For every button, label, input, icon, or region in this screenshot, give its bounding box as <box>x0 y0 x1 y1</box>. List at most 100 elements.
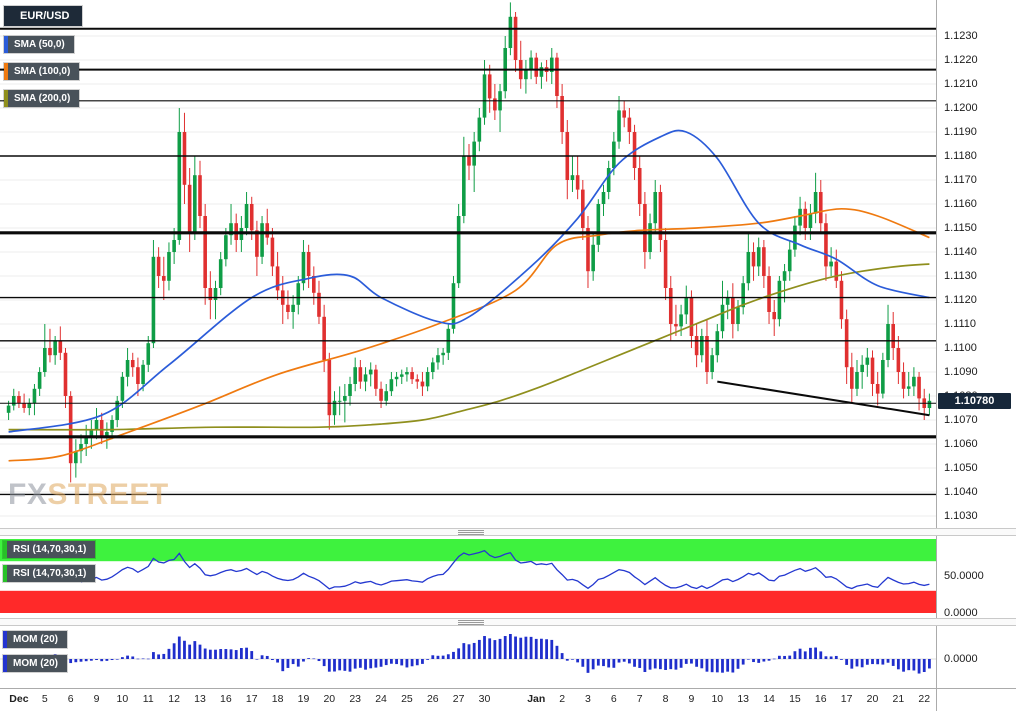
resize-grip-icon[interactable] <box>458 530 484 535</box>
price-tick-label: 1.1110 <box>944 318 977 330</box>
rsi-panel: RSI (14,70,30,1) RSI (14,70,30,1) 50.000… <box>0 536 1016 619</box>
rsi-axis[interactable]: 50.0000 0.0000 <box>936 536 1016 619</box>
main-chart-panel: EUR/USD SMA (50,0) SMA (100,0) SMA (200,… <box>0 0 1016 528</box>
rsi-tick-label: 0.0000 <box>944 607 978 619</box>
momentum-tick-label: 0.0000 <box>944 653 978 665</box>
time-tick-label: 12 <box>168 693 180 705</box>
panel-divider-mom[interactable] <box>0 618 1016 626</box>
time-tick-label: 15 <box>789 693 801 705</box>
time-tick-label: 5 <box>41 693 48 705</box>
sma50-legend-badge[interactable]: SMA (50,0) <box>4 36 74 53</box>
time-tick-label: 10 <box>116 693 129 705</box>
rsi-line <box>80 549 930 590</box>
time-tick-label: 3 <box>585 693 591 705</box>
time-tick-label: 6 <box>610 693 617 705</box>
time-tick-label: 10 <box>711 693 724 705</box>
time-tick-label: 7 <box>636 693 643 705</box>
time-tick-label: 17 <box>840 693 853 705</box>
sma100-line <box>8 207 930 462</box>
time-tick-label: 11 <box>142 693 154 705</box>
mom-legend-badge-2[interactable]: MOM (20) <box>3 655 67 672</box>
price-tick-label: 1.1160 <box>944 198 977 210</box>
rsi-tick-label: 50.0000 <box>944 570 984 582</box>
price-tick-label: 1.1140 <box>944 246 977 258</box>
trendline <box>717 380 930 417</box>
price-tick-label: 1.1090 <box>944 366 978 378</box>
time-tick-label: 13 <box>737 693 750 705</box>
resize-grip-icon[interactable] <box>458 620 484 625</box>
price-tick-label: 1.1030 <box>944 510 978 522</box>
momentum-bars-layer <box>7 634 931 674</box>
time-tick-label: 17 <box>245 693 258 705</box>
time-tick-label: 27 <box>452 693 465 705</box>
price-tick-label: 1.1120 <box>944 294 977 306</box>
time-tick-label: 18 <box>271 693 284 705</box>
sma200-legend-badge[interactable]: SMA (200,0) <box>4 90 80 107</box>
time-tick-label: 16 <box>814 693 827 705</box>
time-tick-label: 20 <box>866 693 879 705</box>
axis-corner <box>936 689 1016 711</box>
momentum-chart-canvas[interactable] <box>0 626 936 688</box>
time-axis[interactable]: Dec 5 6 9 10 11 12 13 16 17 18 19 20 23 24 25 26 27 30 Jan 2… <box>0 689 936 711</box>
price-tick-label: 1.1100 <box>944 342 977 354</box>
levels-layer[interactable] <box>0 27 936 496</box>
panel-divider-rsi[interactable] <box>0 528 1016 536</box>
momentum-axis[interactable]: 0.0000 <box>936 626 1016 688</box>
momentum-plot-area[interactable]: MOM (20) MOM (20) <box>0 626 936 688</box>
price-tick-label: 1.1190 <box>944 126 977 138</box>
time-tick-label: 30 <box>478 693 491 705</box>
price-tick-label: 1.1170 <box>944 174 977 186</box>
time-tick-label: 2 <box>559 693 566 705</box>
time-tick-label: 22 <box>918 693 931 705</box>
momentum-panel: MOM (20) MOM (20) 0.0000 <box>0 626 1016 688</box>
time-tick-label: Jan <box>527 693 546 705</box>
price-chart-canvas[interactable] <box>0 0 936 528</box>
time-tick-label: 20 <box>323 693 336 705</box>
price-tick-label: 1.1230 <box>944 30 978 42</box>
time-tick-label: Dec <box>9 693 29 705</box>
sma200-line <box>8 263 930 431</box>
price-axis[interactable]: 1.10780 1.1230 1.1220 1.1210 1.1200 1.1190 1.… <box>936 0 1016 528</box>
time-tick-label: 6 <box>67 693 74 705</box>
price-tick-label: 1.1210 <box>944 78 978 90</box>
price-tick-label: 1.1150 <box>944 222 977 234</box>
time-tick-label: 16 <box>220 693 232 705</box>
mom-legend-badge[interactable]: MOM (20) <box>3 631 67 648</box>
oversold-zone <box>0 590 936 613</box>
price-tick-label: 1.1070 <box>944 414 978 426</box>
time-tick-label: 14 <box>763 693 775 705</box>
rsi-legend: RSI (14,70,30,1) RSI (14,70,30,1) <box>3 541 96 589</box>
price-tick-label: 1.1180 <box>944 150 977 162</box>
rsi-legend-badge[interactable]: RSI (14,70,30,1) <box>3 541 96 558</box>
current-price-badge: 1.10780 <box>938 392 1011 409</box>
time-tick-label: 24 <box>375 693 387 705</box>
sma50-line <box>8 129 930 433</box>
time-tick-label: 23 <box>349 693 362 705</box>
rsi-legend-badge-2[interactable]: RSI (14,70,30,1) <box>3 565 96 582</box>
time-tick-label: 9 <box>93 693 100 705</box>
rsi-plot-area[interactable]: RSI (14,70,30,1) RSI (14,70,30,1) <box>0 536 936 618</box>
rsi-chart-canvas[interactable] <box>0 536 936 618</box>
main-plot-area[interactable]: EUR/USD SMA (50,0) SMA (100,0) SMA (200,… <box>0 0 936 528</box>
time-tick-label: 8 <box>662 693 669 705</box>
price-tick-label: 1.1040 <box>944 486 978 498</box>
time-tick-label: 25 <box>401 693 413 705</box>
time-tick-label: 21 <box>892 693 905 705</box>
price-tick-label: 1.1220 <box>944 54 978 66</box>
sma100-legend-badge[interactable]: SMA (100,0) <box>4 63 80 80</box>
time-tick-label: 26 <box>426 693 439 705</box>
price-tick-label: 1.1060 <box>944 438 978 450</box>
grid-layer <box>0 35 936 517</box>
overbought-zone <box>0 539 936 562</box>
time-tick-label: 19 <box>297 693 310 705</box>
momentum-legend: MOM (20) MOM (20) <box>3 631 67 679</box>
chart-legend: EUR/USD SMA (50,0) SMA (100,0) SMA (200,… <box>4 6 82 117</box>
price-tick-label: 1.1130 <box>944 270 977 282</box>
sma-layer <box>8 129 930 462</box>
price-tick-label: 1.1200 <box>944 102 978 114</box>
symbol-badge[interactable]: EUR/USD <box>4 6 82 26</box>
price-tick-label: 1.1050 <box>944 462 978 474</box>
time-axis-row: Dec 5 6 9 10 11 12 13 16 17 18 19 20 23 24 25 26 27 30 Jan 2… <box>0 688 1016 711</box>
time-tick-label: 13 <box>194 693 206 705</box>
